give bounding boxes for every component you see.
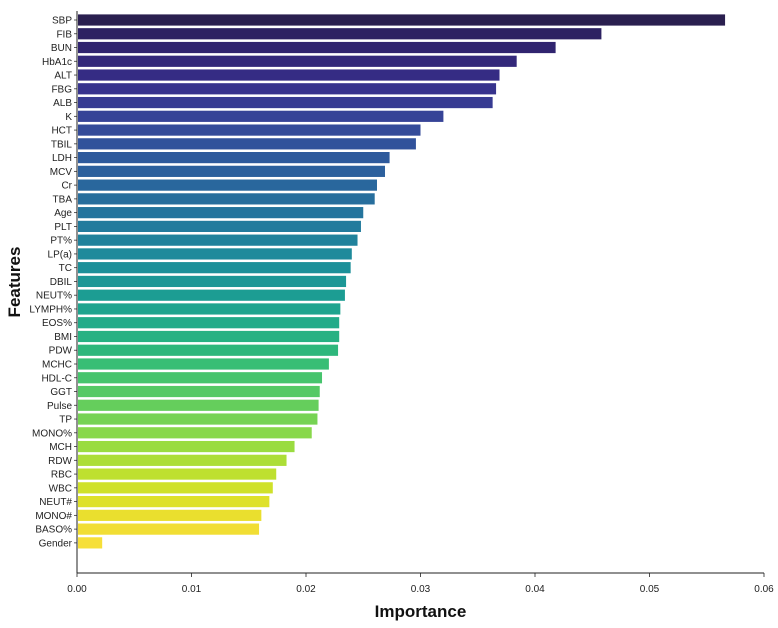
- bar-ggt: [78, 385, 320, 398]
- bar-sbp: [78, 14, 726, 26]
- category-label-pdw: PDW: [49, 346, 73, 357]
- bar-mcv: [78, 165, 386, 177]
- category-label-fib: FIB: [56, 29, 72, 40]
- category-label-mcv: MCV: [50, 167, 73, 178]
- category-label-wbc: WBC: [49, 483, 72, 494]
- category-label-fbg: FBG: [51, 84, 72, 95]
- category-label-bmi: BMI: [54, 332, 72, 343]
- category-label-mono-pct: MONO%: [32, 428, 72, 439]
- category-label-tc: TC: [59, 263, 72, 274]
- category-label-neut-num: NEUT#: [39, 497, 72, 508]
- bar-pdw: [78, 344, 339, 356]
- bar-tp: [78, 413, 318, 425]
- x-tick-label: 0.02: [296, 584, 316, 595]
- category-label-plt: PLT: [54, 222, 72, 233]
- bar-dbil: [78, 275, 347, 288]
- bar-tc: [78, 262, 351, 274]
- bar-bmi: [78, 330, 340, 343]
- category-label-gender: Gender: [39, 538, 73, 549]
- category-label-age: Age: [54, 208, 72, 219]
- bar-plt: [78, 220, 361, 232]
- bar-hct: [78, 124, 421, 136]
- bar-neut-num: [78, 496, 270, 508]
- category-label-rbc: RBC: [51, 470, 72, 481]
- bar-k: [78, 110, 444, 122]
- bars-layer: [78, 14, 726, 549]
- x-tick-label: 0.04: [525, 584, 545, 595]
- x-tick-label: 0.05: [640, 584, 660, 595]
- bar-eos-pct: [78, 317, 340, 329]
- bar-cr: [78, 179, 377, 191]
- y-axis-title: Features: [5, 247, 24, 318]
- category-label-alt: ALT: [54, 71, 72, 82]
- category-label-tba: TBA: [53, 194, 73, 205]
- bar-tbil: [78, 138, 416, 150]
- bar-rbc: [78, 468, 277, 480]
- bar-neut-pct: [78, 289, 345, 301]
- bar-pt-pct: [78, 234, 358, 246]
- bar-baso-pct: [78, 523, 260, 535]
- bar-tba: [78, 193, 375, 205]
- x-tick-label: 0.06: [754, 584, 774, 595]
- category-label-neut-pct: NEUT%: [36, 291, 72, 302]
- x-tick-label: 0.03: [411, 584, 431, 595]
- category-label-mch: MCH: [49, 442, 72, 453]
- category-label-cr: Cr: [61, 181, 72, 192]
- x-axis-title: Importance: [375, 602, 467, 621]
- bar-age: [78, 207, 364, 219]
- category-labels: SBP FIB BUN HbA1c ALT FBG ALB K HCT TBIL LDH MCV Cr T…: [29, 16, 72, 550]
- bar-fib: [78, 28, 602, 40]
- category-label-pt-pct: PT%: [50, 236, 72, 247]
- bar-alt: [78, 69, 500, 81]
- bar-mch: [78, 440, 295, 453]
- category-label-dbil: DBIL: [50, 277, 73, 288]
- bar-bun: [78, 41, 556, 54]
- x-tick-label: 0.00: [67, 584, 87, 595]
- bar-lymph-pct: [78, 303, 341, 315]
- category-label-pulse: Pulse: [47, 401, 72, 412]
- category-label-bun: BUN: [51, 43, 72, 54]
- bar-mchc: [78, 358, 329, 370]
- bar-mono-pct: [78, 427, 312, 439]
- bar-mono-num: [78, 509, 262, 521]
- category-label-lp-a: LP(a): [48, 249, 72, 260]
- category-label-mono-num: MONO#: [35, 511, 72, 522]
- category-label-tbil: TBIL: [51, 139, 73, 150]
- category-label-ldh: LDH: [52, 153, 72, 164]
- bar-hba1c: [78, 55, 517, 67]
- category-label-hdl-c: HDL-C: [41, 373, 72, 384]
- category-label-sbp: SBP: [52, 16, 72, 27]
- category-label-mchc: MCHC: [42, 360, 72, 371]
- bar-pulse: [78, 399, 319, 411]
- bar-gender: [78, 537, 103, 549]
- category-label-alb: ALB: [53, 98, 72, 109]
- category-label-lymph-pct: LYMPH%: [29, 304, 72, 315]
- axes: 0.00 0.01 0.02 0.03 0.04 0.05 0.06: [67, 11, 774, 595]
- category-label-eos-pct: EOS%: [42, 318, 72, 329]
- bar-wbc: [78, 482, 273, 494]
- category-label-ggt: GGT: [50, 387, 72, 398]
- category-label-hba1c: HbA1c: [42, 57, 72, 68]
- category-label-rdw: RDW: [48, 456, 72, 467]
- category-label-tp: TP: [59, 415, 72, 426]
- x-tick-label: 0.01: [182, 584, 202, 595]
- bar-fbg: [78, 83, 497, 95]
- bar-rdw: [78, 454, 287, 466]
- bar-hdl-c: [78, 372, 323, 384]
- bar-alb: [78, 96, 493, 109]
- category-label-hct: HCT: [51, 126, 72, 137]
- bar-ldh: [78, 152, 390, 164]
- category-label-baso-pct: BASO%: [35, 525, 72, 536]
- category-label-k: K: [65, 112, 72, 123]
- bar-lp-a: [78, 248, 352, 260]
